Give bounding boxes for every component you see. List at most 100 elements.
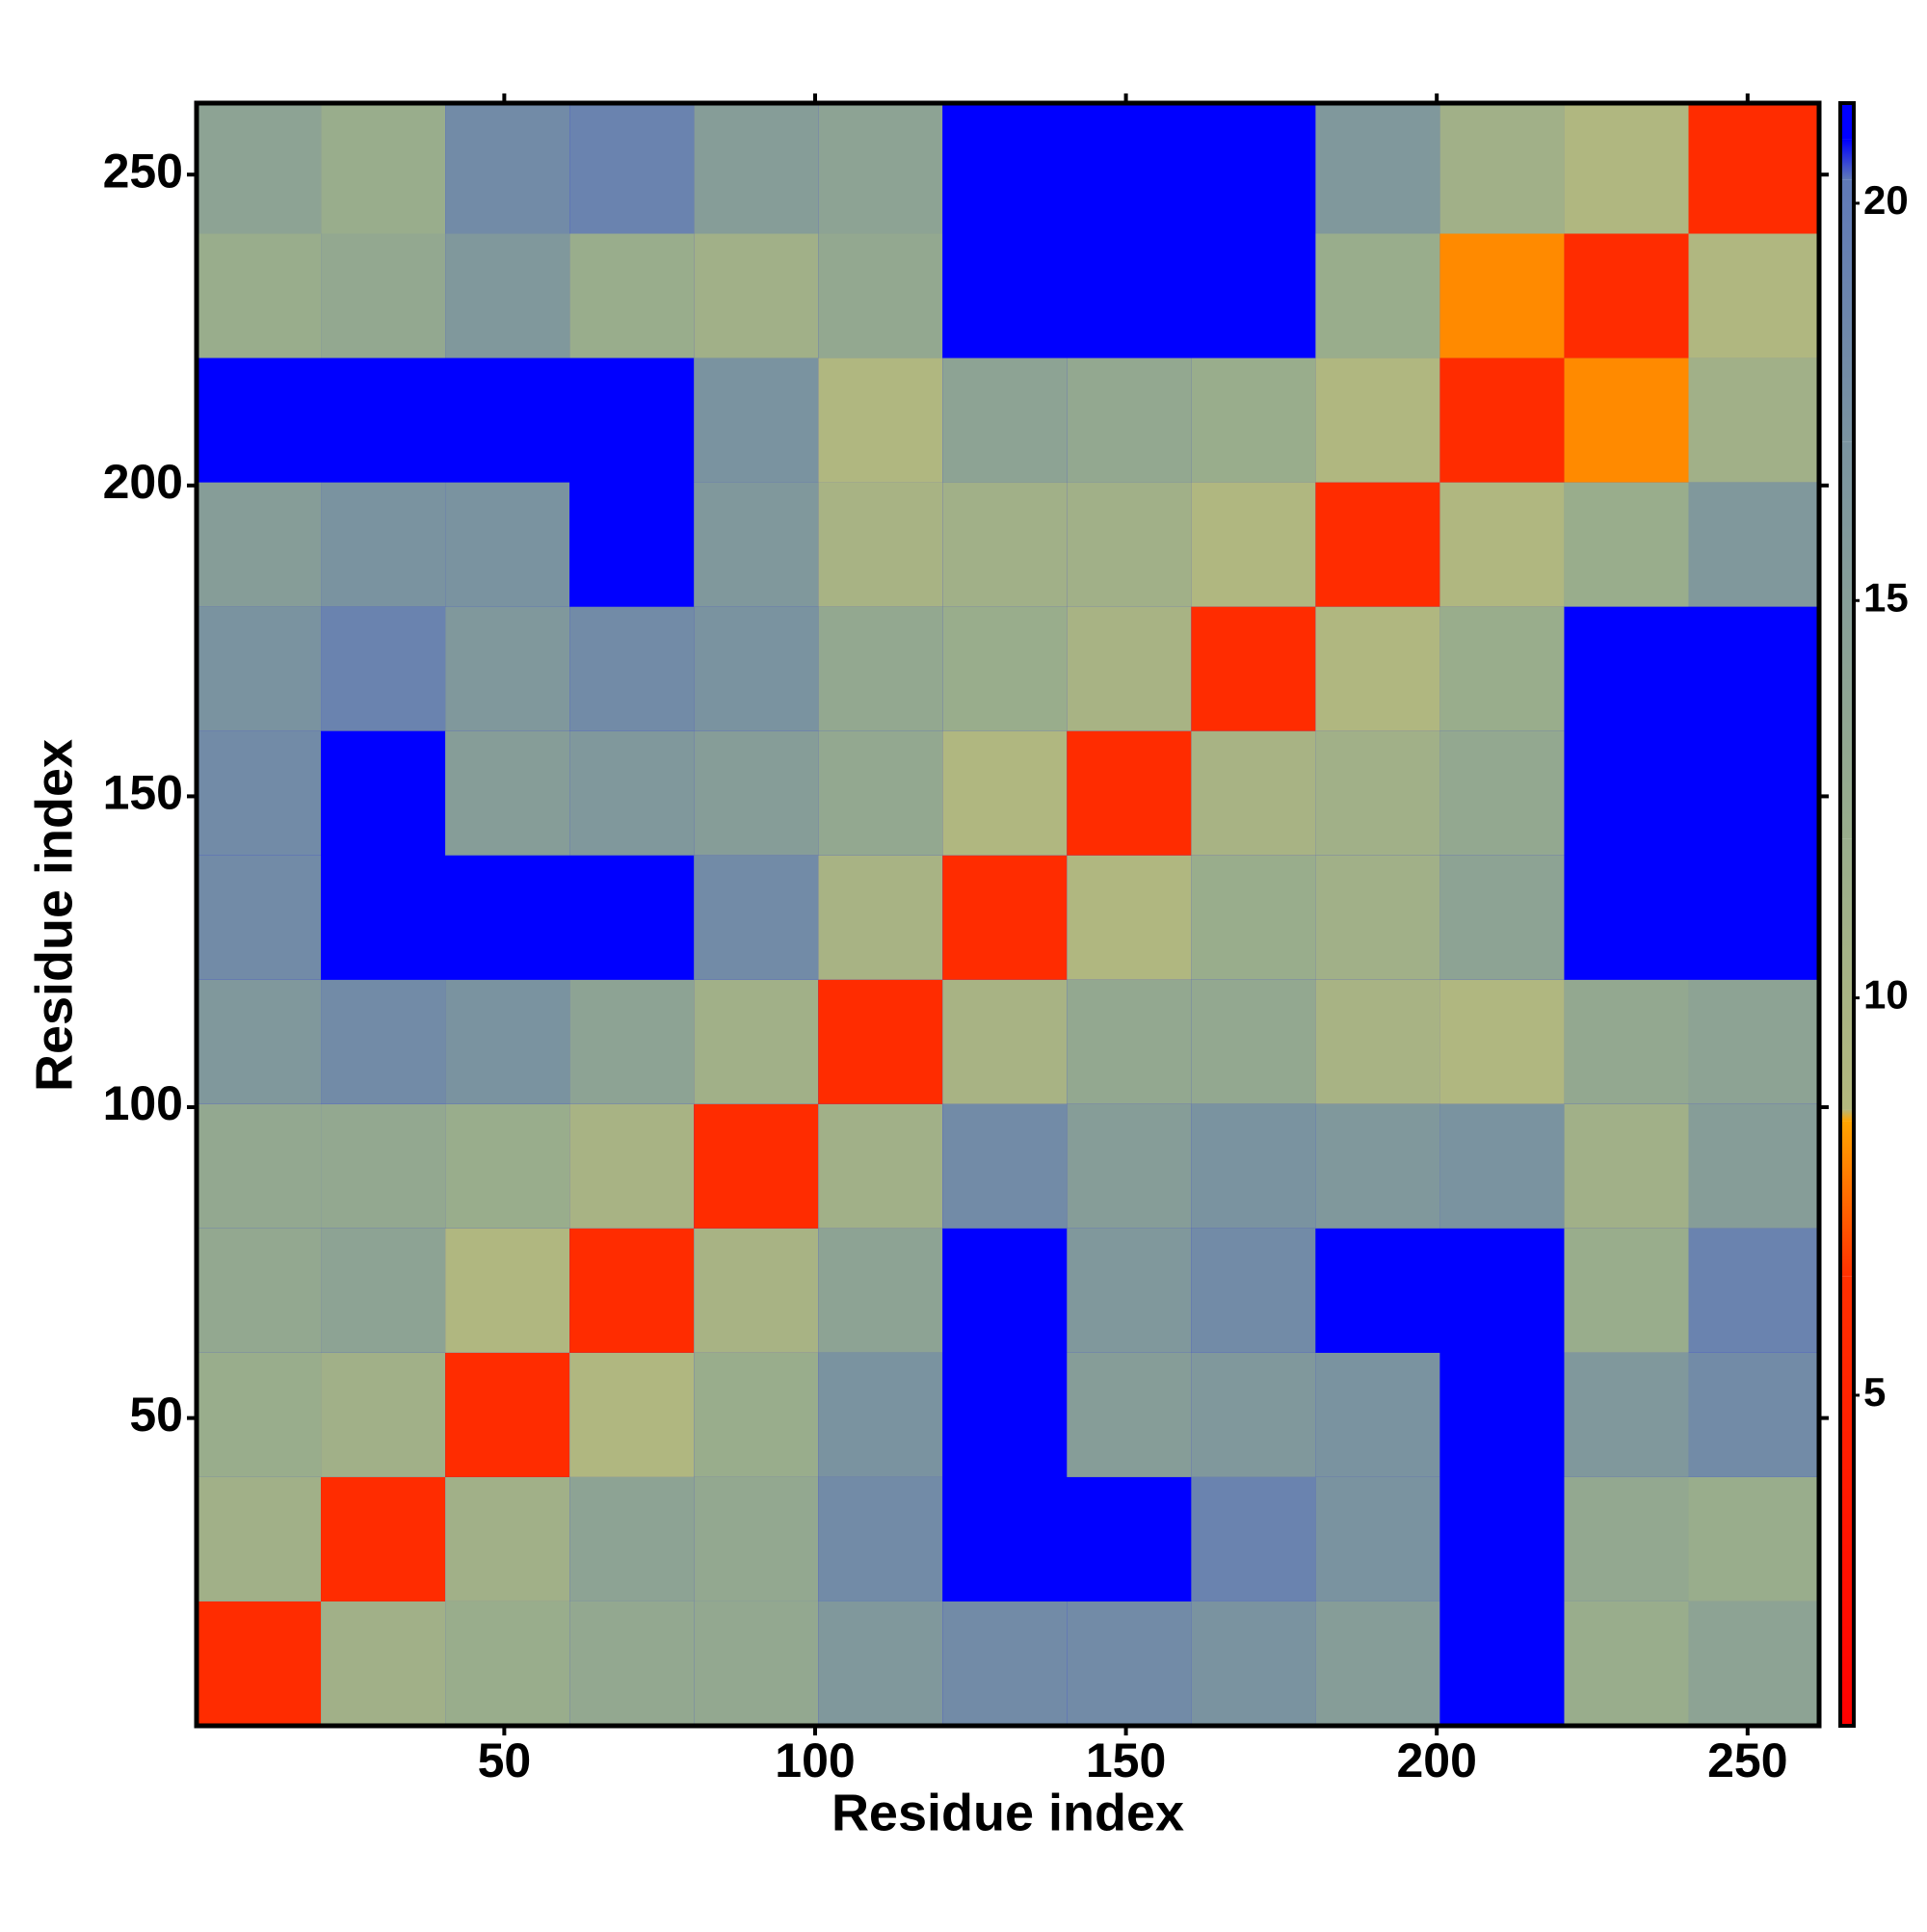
heatmap-cell — [1191, 730, 1316, 856]
heatmap-cell — [1191, 482, 1316, 607]
heatmap-cell — [1315, 357, 1440, 483]
heatmap-cell — [1315, 606, 1440, 731]
x-tick-label: 100 — [775, 1734, 855, 1787]
heatmap-cell — [1688, 1228, 1819, 1353]
heatmap-cell — [1439, 233, 1565, 358]
heatmap-cell — [197, 855, 322, 980]
heatmap-cell — [942, 1352, 1068, 1477]
heatmap-cell — [1688, 1601, 1819, 1726]
heatmap-cell — [942, 482, 1068, 607]
heatmap-cell — [321, 855, 446, 980]
heatmap-cell — [942, 1228, 1068, 1353]
heatmap-cell — [197, 1476, 322, 1601]
heatmap-cell — [1688, 730, 1819, 856]
heatmap-cell — [1688, 482, 1819, 607]
heatmap-cell — [1564, 1352, 1689, 1477]
heatmap-cell — [569, 730, 695, 856]
heatmap-cell — [1315, 730, 1440, 856]
heatmap-cell — [1439, 357, 1565, 483]
heatmap-cell — [445, 1476, 570, 1601]
heatmap-cell — [818, 1228, 943, 1353]
heatmap-cell — [1439, 855, 1565, 980]
heatmap-cell — [942, 1601, 1068, 1726]
heatmap-cell — [569, 979, 695, 1104]
heatmap-cell — [942, 357, 1068, 483]
heatmap-cell — [1191, 1103, 1316, 1229]
heatmap-cell — [818, 979, 943, 1104]
heatmap-cell — [694, 855, 819, 980]
colorbar-tick-label: 15 — [1863, 574, 1909, 620]
colorbar-tick-label: 20 — [1863, 177, 1909, 223]
heatmap-cell — [197, 482, 322, 607]
heatmap-cell — [1564, 1601, 1689, 1726]
colorbar-segment — [1840, 1121, 1854, 1277]
y-tick-label: 200 — [103, 455, 183, 509]
heatmap-cell — [445, 606, 570, 731]
heatmap-cell — [569, 1476, 695, 1601]
heatmap-cell — [569, 357, 695, 483]
heatmap-cell — [1067, 855, 1192, 980]
heatmap-cell — [694, 1228, 819, 1353]
heatmap-cell — [1191, 855, 1316, 980]
x-tick-label: 200 — [1396, 1734, 1476, 1787]
heatmap-cell — [197, 1228, 322, 1353]
heatmap-cell — [569, 233, 695, 358]
heatmap-cell — [321, 357, 446, 483]
heatmap-cell — [1688, 1352, 1819, 1477]
heatmap-cell — [321, 233, 446, 358]
heatmap-cell — [569, 855, 695, 980]
heatmap-cell — [1564, 606, 1689, 731]
heatmap-cell — [1315, 1352, 1440, 1477]
heatmap-cell — [1067, 482, 1192, 607]
heatmap-cell — [1191, 1601, 1316, 1726]
colorbar-frame — [1838, 101, 1856, 1728]
y-tick-label: 50 — [129, 1388, 183, 1442]
heatmap-cell — [694, 1601, 819, 1726]
heatmap-cell — [1439, 730, 1565, 856]
heatmap-cell — [694, 730, 819, 856]
heatmap-cell — [445, 855, 570, 980]
heatmap-cell — [569, 103, 695, 234]
colorbar-segment — [1840, 441, 1854, 839]
heatmap-cell — [321, 606, 446, 731]
heatmap-cell — [1439, 1103, 1565, 1229]
heatmap-cell — [1688, 855, 1819, 980]
heatmap-cell — [445, 103, 570, 234]
heatmap-cell — [197, 357, 322, 483]
heatmap-cell — [1564, 730, 1689, 856]
colorbar-segment — [1840, 139, 1854, 180]
heatmap-cell — [321, 1228, 446, 1353]
heatmap-cell — [1439, 1352, 1565, 1477]
heatmap-cell — [1067, 1228, 1192, 1353]
heatmap-cell — [1439, 979, 1565, 1104]
heatmap-cell — [818, 1601, 943, 1726]
heatmap-cell — [1564, 855, 1689, 980]
y-tick-label: 150 — [103, 766, 183, 820]
heatmap-cell — [569, 1352, 695, 1477]
heatmap-cell — [569, 482, 695, 607]
colorbar-segment — [1840, 838, 1854, 1110]
heatmap-cell — [1191, 1476, 1316, 1601]
heatmap-cell — [1315, 1476, 1440, 1601]
heatmap-cell — [1439, 1476, 1565, 1601]
heatmap-cell — [694, 1476, 819, 1601]
heatmap-cell — [197, 979, 322, 1104]
heatmap-cell — [197, 103, 322, 234]
heatmap-cell — [942, 103, 1068, 234]
heatmap-cell — [197, 1601, 322, 1726]
heatmap-cell — [1067, 730, 1192, 856]
x-tick-label: 250 — [1707, 1734, 1787, 1787]
heatmap-cell — [1564, 1228, 1689, 1353]
heatmap-cell — [197, 233, 322, 358]
heatmap-cell — [694, 1352, 819, 1477]
heatmap-cell — [321, 482, 446, 607]
colorbar-segment — [1840, 1276, 1854, 1726]
heatmap-cell — [197, 606, 322, 731]
heatmap-cell — [197, 1352, 322, 1477]
heatmap-cell — [1315, 855, 1440, 980]
heatmap-cell — [1439, 606, 1565, 731]
heatmap-cell — [818, 730, 943, 856]
heatmap-cell — [321, 1476, 446, 1601]
heatmap-cell — [1688, 1103, 1819, 1229]
